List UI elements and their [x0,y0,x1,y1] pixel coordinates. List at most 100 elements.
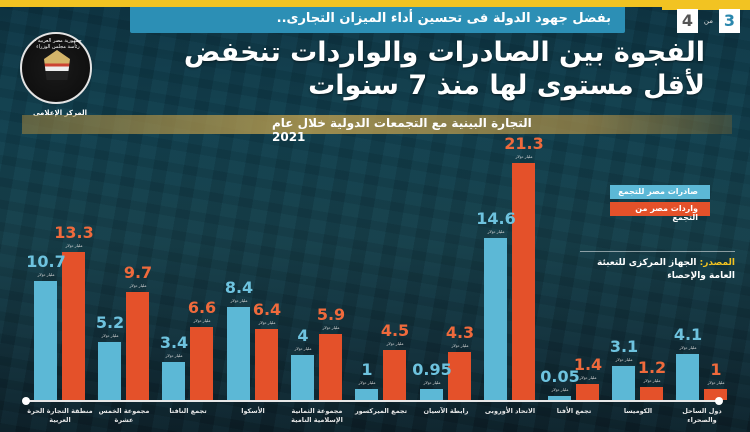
unit-label: مليار دولار [193,317,211,323]
export-bar [291,355,314,400]
export-bar [355,388,378,400]
export-value-label: 1 [361,359,373,379]
import-bar [448,352,471,400]
category-label: تجمع النافتا [169,407,207,415]
source-label: المصدر: [699,258,735,268]
unit-label: مليار دولار [258,319,276,325]
import-value-label: 21.3 [504,134,544,153]
category-label: الاتحاد الأوروبى [484,407,536,415]
import-bar [512,163,535,400]
headline-line-1: الفجوة بين الصادرات والواردات تنخفض [183,37,705,68]
source-note: المصدر: الجهاز المركزى للتعبئة العامة وا… [580,251,735,283]
import-value-label: 1 [710,359,722,379]
unit-label: مليار دولار [129,283,147,289]
subtitle-bar: بفضل جهود الدولة فى تحسين أداء الميزان ا… [130,7,625,33]
category-label: مجموعة الثمانية الإسلامية النامية [291,407,343,424]
import-bar [126,292,149,400]
import-bar [62,252,85,400]
chart-title-bar: التجارة البينية مع التجمعات الدولية خلال… [22,115,732,144]
chart-legend: صادرات مصر للتجمع واردات مصر من التجمع [610,185,710,222]
unit-label: مليار دولار [294,346,312,352]
category-label: منطقة التجارة الحرة العربية [27,407,93,424]
export-value-label: 3.1 [609,336,639,356]
unit-label: مليار دولار [386,340,404,346]
unit-label: مليار دولار [551,387,569,392]
legend-exports: صادرات مصر للتجمع [610,185,710,199]
category-label: الأسكوا [241,407,265,415]
export-value-label: 4.1 [673,325,703,345]
page-indicator: 4 من 3 [676,9,740,33]
import-value-label: 1.2 [637,357,667,377]
import-bar [640,386,663,400]
import-value-label: 6.4 [252,299,282,319]
export-value-label: 0.95 [412,360,452,380]
axis-end-dot [22,397,30,405]
category-label: دول الساحل والصحراء [682,407,722,424]
unit-label: مليار دولار [101,333,119,339]
chart-title: التجارة البينية مع التجمعات الدولية خلال… [272,116,532,144]
import-bar [319,334,342,400]
export-value-label: 8.4 [224,277,254,297]
x-axis [22,397,723,405]
export-value-label: 10.7 [26,251,66,271]
import-value-label: 6.6 [187,297,217,317]
top-accent-tab [662,0,750,10]
export-bar [484,237,507,400]
export-bar [98,342,121,400]
unit-label: مليار دولار [451,343,469,349]
export-bar [548,396,571,400]
unit-label: مليار دولار [679,345,697,351]
export-bar [676,354,699,400]
subtitle-text: بفضل جهود الدولة فى تحسين أداء الميزان ا… [276,11,611,26]
logo-banner-text: المركز الإعلامى [32,109,88,117]
export-bar [420,389,443,400]
import-value-label: 4.5 [380,320,410,340]
export-bar [34,280,57,400]
unit-label: مليار دولار [707,379,725,385]
page-total: 4 [676,9,698,33]
export-value-label: 3.4 [159,333,189,353]
unit-label: مليار دولار [37,271,55,277]
cabinet-logo: جمهورية مصر العربية - رئاسة مجلس الوزراء… [20,32,92,117]
import-bar [255,328,278,400]
page-current: 3 [719,9,740,33]
import-value-label: 5.9 [316,305,346,325]
page-title: الفجوة بين الصادرات والواردات تنخفض لأقل… [145,36,705,102]
import-bar [576,384,599,400]
export-bar [612,365,635,400]
import-bar [190,326,213,400]
unit-label: مليار دولار [423,380,441,386]
unit-label: مليار دولار [643,377,661,383]
page-of-label: من [703,17,713,25]
export-value-label: 4 [297,326,309,346]
unit-label: مليار دولار [165,353,183,359]
import-bar [704,388,727,400]
top-accent-bar [0,0,750,7]
import-value-label: 9.7 [123,263,153,283]
export-bar [162,362,185,400]
export-bar [227,306,250,400]
category-label: رابطة الآسيان [423,407,469,415]
legend-imports: واردات مصر من التجمع [610,202,710,222]
import-bar [383,349,406,400]
import-value-label: 13.3 [54,223,94,242]
export-value-label: 14.6 [476,208,516,228]
import-value-label: 1.4 [573,355,603,375]
category-label: تجمع الميركسور [354,407,408,415]
headline-line-2: لأقل مستوى لها منذ 7 سنوات [308,70,705,101]
unit-label: مليار دولار [358,379,376,385]
unit-label: مليار دولار [487,228,505,234]
logo-ring-text: جمهورية مصر العربية - رئاسة مجلس الوزراء [34,38,82,50]
source-text: الجهاز المركزى للتعبئة العامة والإحصاء [596,258,735,281]
category-label: مجموعة الخمس عشرة [98,407,150,424]
unit-label: مليار دولار [579,375,597,381]
unit-label: مليار دولار [615,356,633,362]
export-value-label: 0.05 [540,367,580,386]
export-value-label: 5.2 [95,313,125,333]
unit-label: مليار دولار [515,154,533,159]
eagle-emblem-icon [44,50,70,80]
unit-label: مليار دولار [230,297,248,303]
unit-label: مليار دولار [65,243,83,248]
